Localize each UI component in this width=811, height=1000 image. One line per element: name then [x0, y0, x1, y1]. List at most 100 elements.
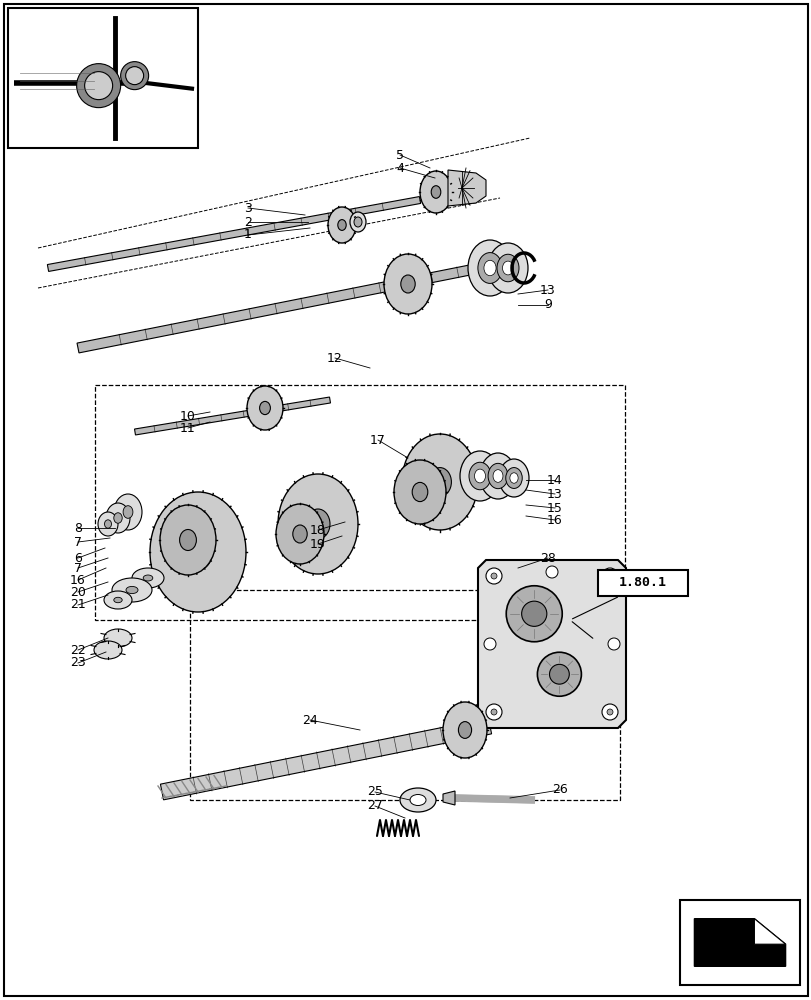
Ellipse shape [350, 212, 366, 232]
Bar [597, 570, 687, 596]
Text: 15: 15 [547, 502, 562, 514]
Ellipse shape [354, 217, 362, 227]
Circle shape [607, 709, 612, 715]
Ellipse shape [474, 469, 485, 483]
Ellipse shape [469, 462, 491, 490]
Circle shape [491, 573, 496, 579]
Circle shape [486, 704, 501, 720]
Ellipse shape [502, 261, 513, 275]
Text: 17: 17 [370, 434, 385, 446]
Circle shape [84, 72, 113, 100]
Circle shape [545, 566, 557, 578]
Ellipse shape [114, 597, 122, 603]
Ellipse shape [306, 509, 329, 539]
Circle shape [76, 64, 121, 108]
Text: 16: 16 [70, 574, 86, 586]
Bar [679, 900, 799, 985]
Bar [95, 385, 624, 620]
Ellipse shape [496, 254, 518, 282]
Bar [681, 902, 797, 983]
Bar [190, 590, 620, 800]
Polygon shape [77, 259, 500, 353]
Ellipse shape [428, 468, 451, 496]
Ellipse shape [293, 525, 307, 543]
Ellipse shape [126, 586, 138, 594]
Polygon shape [448, 170, 486, 206]
Ellipse shape [460, 451, 500, 501]
Text: 27: 27 [367, 799, 383, 812]
Ellipse shape [247, 386, 283, 430]
Circle shape [486, 568, 501, 584]
Text: 10: 10 [180, 410, 195, 422]
Ellipse shape [412, 482, 427, 502]
Text: 28: 28 [539, 552, 556, 564]
Ellipse shape [104, 591, 132, 609]
Text: 13: 13 [539, 284, 556, 296]
Text: 13: 13 [547, 488, 562, 500]
Ellipse shape [431, 186, 440, 198]
Ellipse shape [260, 401, 270, 415]
Text: 2: 2 [244, 216, 251, 229]
Bar [8, 8, 198, 148]
Ellipse shape [337, 220, 345, 230]
Ellipse shape [458, 722, 471, 738]
Circle shape [601, 568, 617, 584]
Ellipse shape [483, 260, 496, 276]
Polygon shape [135, 397, 330, 435]
Text: 20: 20 [70, 585, 86, 598]
Text: 9: 9 [543, 298, 551, 312]
Ellipse shape [467, 240, 512, 296]
Ellipse shape [150, 492, 246, 612]
Circle shape [521, 601, 546, 626]
Ellipse shape [114, 494, 142, 530]
Ellipse shape [400, 788, 436, 812]
Text: 24: 24 [302, 714, 317, 726]
Polygon shape [47, 197, 420, 271]
Ellipse shape [143, 575, 152, 581]
Text: 5: 5 [396, 149, 404, 162]
Ellipse shape [509, 473, 517, 483]
Text: 1.80.1: 1.80.1 [618, 576, 666, 589]
Ellipse shape [443, 702, 487, 758]
Ellipse shape [419, 171, 452, 213]
Ellipse shape [105, 520, 111, 528]
Ellipse shape [478, 253, 501, 283]
Ellipse shape [114, 513, 122, 523]
Ellipse shape [132, 568, 164, 588]
Ellipse shape [160, 505, 216, 575]
Ellipse shape [410, 794, 426, 805]
Circle shape [491, 709, 496, 715]
Ellipse shape [277, 474, 358, 574]
Ellipse shape [384, 254, 431, 314]
Text: 23: 23 [70, 656, 86, 670]
Ellipse shape [393, 460, 445, 524]
Ellipse shape [104, 629, 132, 647]
Text: 12: 12 [327, 352, 342, 364]
Circle shape [601, 704, 617, 720]
Text: 7: 7 [74, 562, 82, 574]
Ellipse shape [276, 504, 324, 564]
Circle shape [607, 638, 620, 650]
Ellipse shape [183, 534, 212, 570]
Polygon shape [161, 718, 491, 800]
Text: 16: 16 [547, 514, 562, 526]
Ellipse shape [492, 470, 502, 482]
Circle shape [549, 664, 569, 684]
Polygon shape [693, 919, 784, 966]
Circle shape [505, 586, 561, 642]
Ellipse shape [106, 503, 130, 533]
Text: 22: 22 [70, 644, 86, 656]
Text: 11: 11 [180, 422, 195, 434]
Polygon shape [478, 560, 625, 728]
Text: 14: 14 [547, 474, 562, 487]
Ellipse shape [487, 463, 507, 489]
Circle shape [537, 652, 581, 696]
Ellipse shape [487, 243, 527, 293]
Text: 18: 18 [310, 524, 325, 536]
Text: 25: 25 [367, 785, 383, 798]
Text: 21: 21 [70, 598, 86, 611]
Ellipse shape [98, 512, 118, 536]
Ellipse shape [499, 459, 528, 497]
Ellipse shape [505, 468, 521, 488]
Ellipse shape [401, 434, 478, 530]
